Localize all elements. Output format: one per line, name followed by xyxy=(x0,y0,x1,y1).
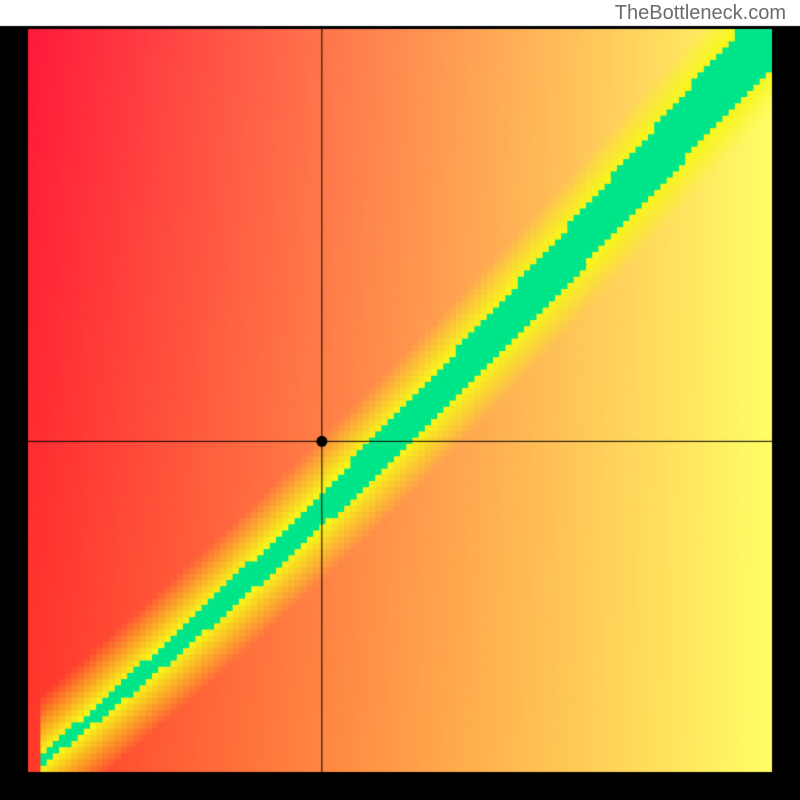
heatmap-canvas xyxy=(0,0,800,800)
watermark-text: TheBottleneck.com xyxy=(615,2,786,25)
chart-container: TheBottleneck.com xyxy=(0,0,800,800)
